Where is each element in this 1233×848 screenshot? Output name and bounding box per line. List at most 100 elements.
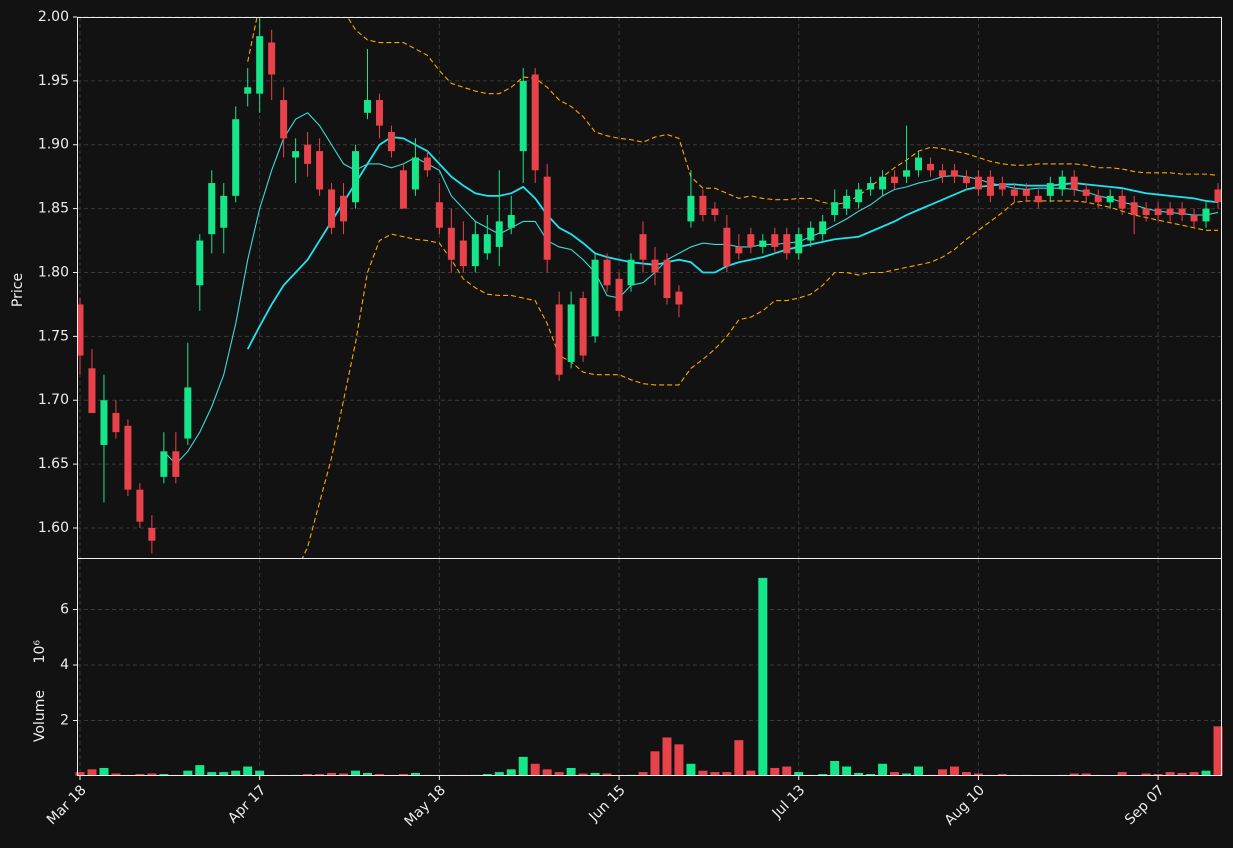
candle-body: [268, 42, 276, 75]
candle-body: [555, 304, 563, 375]
overlay-line: [301, 200, 1218, 558]
overlay-line: [247, 17, 1219, 206]
candle-body: [627, 259, 635, 286]
overlay-line: [163, 112, 1219, 465]
candle-body: [232, 119, 240, 196]
volume-scale-label: 10⁶: [32, 640, 48, 664]
candle-body: [1190, 215, 1198, 222]
candle-body: [1178, 208, 1186, 216]
volume-bar: [518, 756, 529, 777]
candle-body: [387, 131, 395, 152]
volume-frame: [77, 558, 1222, 776]
candle-body: [507, 215, 515, 228]
candle-body: [292, 151, 300, 158]
candle-body: [974, 176, 982, 190]
volume-bar: [913, 766, 924, 777]
candle-body: [938, 170, 946, 177]
candle-body: [1142, 208, 1150, 216]
y-tick-label: 1.80: [38, 264, 69, 280]
candle-body: [423, 157, 431, 171]
candle-body: [675, 291, 683, 305]
candle-body: [795, 234, 803, 254]
candle-body: [699, 195, 707, 216]
candle-body: [998, 183, 1006, 190]
candle-body: [160, 451, 168, 477]
candle-body: [184, 387, 192, 439]
candle-body: [256, 36, 264, 94]
candle-body: [950, 170, 958, 177]
volume-bar: [733, 739, 744, 777]
candle-body: [819, 221, 827, 235]
candle-body: [459, 240, 467, 267]
candle-body: [927, 163, 935, 171]
volume-bar: [829, 760, 840, 777]
volume-tick-label: 2: [60, 713, 69, 729]
candle-body: [112, 413, 120, 433]
volume-tick-label: 4: [60, 657, 69, 673]
candle-body: [328, 189, 336, 228]
candle-body: [879, 176, 887, 190]
candle-body: [1094, 195, 1102, 203]
candle-body: [280, 100, 288, 139]
y-tick-label: 1.85: [38, 201, 69, 217]
candle-body: [1082, 189, 1090, 196]
candle-body: [783, 234, 791, 254]
y-tick-label: 1.65: [38, 456, 69, 472]
y-tick-label: 1.60: [38, 520, 69, 536]
candle-body: [1022, 189, 1030, 196]
volume-bar: [949, 766, 960, 777]
candle-body: [1070, 176, 1078, 190]
candle-body: [735, 246, 743, 254]
candle-body: [915, 157, 923, 171]
candle-body: [196, 240, 204, 286]
candle-body: [747, 234, 755, 247]
candle-body: [399, 170, 407, 209]
candle-body: [603, 259, 611, 286]
volume-bar: [194, 764, 205, 777]
candle-body: [124, 425, 132, 490]
candle-body: [244, 87, 252, 94]
candle-body: [711, 208, 719, 216]
volume-bar: [673, 743, 684, 777]
volume-bar: [542, 768, 553, 777]
volume-bar: [506, 768, 517, 777]
candle-body: [88, 368, 96, 414]
candle-body: [519, 80, 527, 152]
candle-body: [855, 189, 863, 203]
volume-bar: [781, 766, 792, 777]
y-tick-label: 1.95: [38, 73, 69, 89]
candle-body: [1010, 189, 1018, 196]
candle-body: [1118, 195, 1126, 209]
candle-body: [531, 74, 539, 171]
candle-body: [1106, 195, 1114, 203]
candle-body: [220, 195, 228, 228]
candle-body: [867, 183, 875, 190]
candle-body: [723, 227, 731, 267]
volume-bar: [86, 768, 97, 777]
candle-body: [208, 183, 216, 235]
y-tick-label: 2.00: [38, 9, 69, 25]
candle-body: [411, 157, 419, 190]
candle-body: [615, 278, 623, 311]
candle-body: [1034, 195, 1042, 203]
candle-body: [771, 234, 779, 247]
candle-body: [986, 176, 994, 196]
price-panel: [77, 17, 1222, 558]
candle-body: [375, 100, 383, 126]
candle-body: [1166, 208, 1174, 216]
y-tick-label: 1.75: [38, 328, 69, 344]
candle-body: [363, 100, 371, 113]
candle-body: [1130, 202, 1138, 216]
candle-body: [639, 234, 647, 260]
candle-body: [651, 259, 659, 273]
candle-body: [316, 151, 324, 190]
candle-body: [843, 195, 851, 209]
volume-bar: [566, 767, 577, 777]
candle-body: [136, 489, 144, 522]
candle-body: [1046, 183, 1054, 196]
candle-body: [759, 240, 767, 247]
candle-body: [340, 195, 348, 222]
